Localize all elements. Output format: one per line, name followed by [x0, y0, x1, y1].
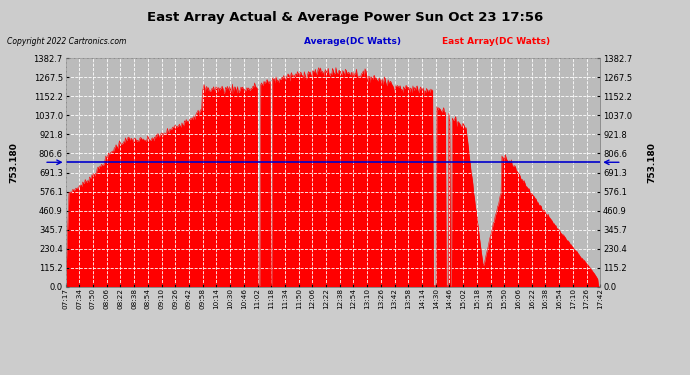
Text: Copyright 2022 Cartronics.com: Copyright 2022 Cartronics.com [7, 38, 126, 46]
Text: 753.180: 753.180 [647, 142, 657, 183]
Text: Average(DC Watts): Average(DC Watts) [304, 38, 401, 46]
Text: 753.180: 753.180 [9, 142, 19, 183]
Text: East Array Actual & Average Power Sun Oct 23 17:56: East Array Actual & Average Power Sun Oc… [147, 11, 543, 24]
Text: East Array(DC Watts): East Array(DC Watts) [442, 38, 550, 46]
